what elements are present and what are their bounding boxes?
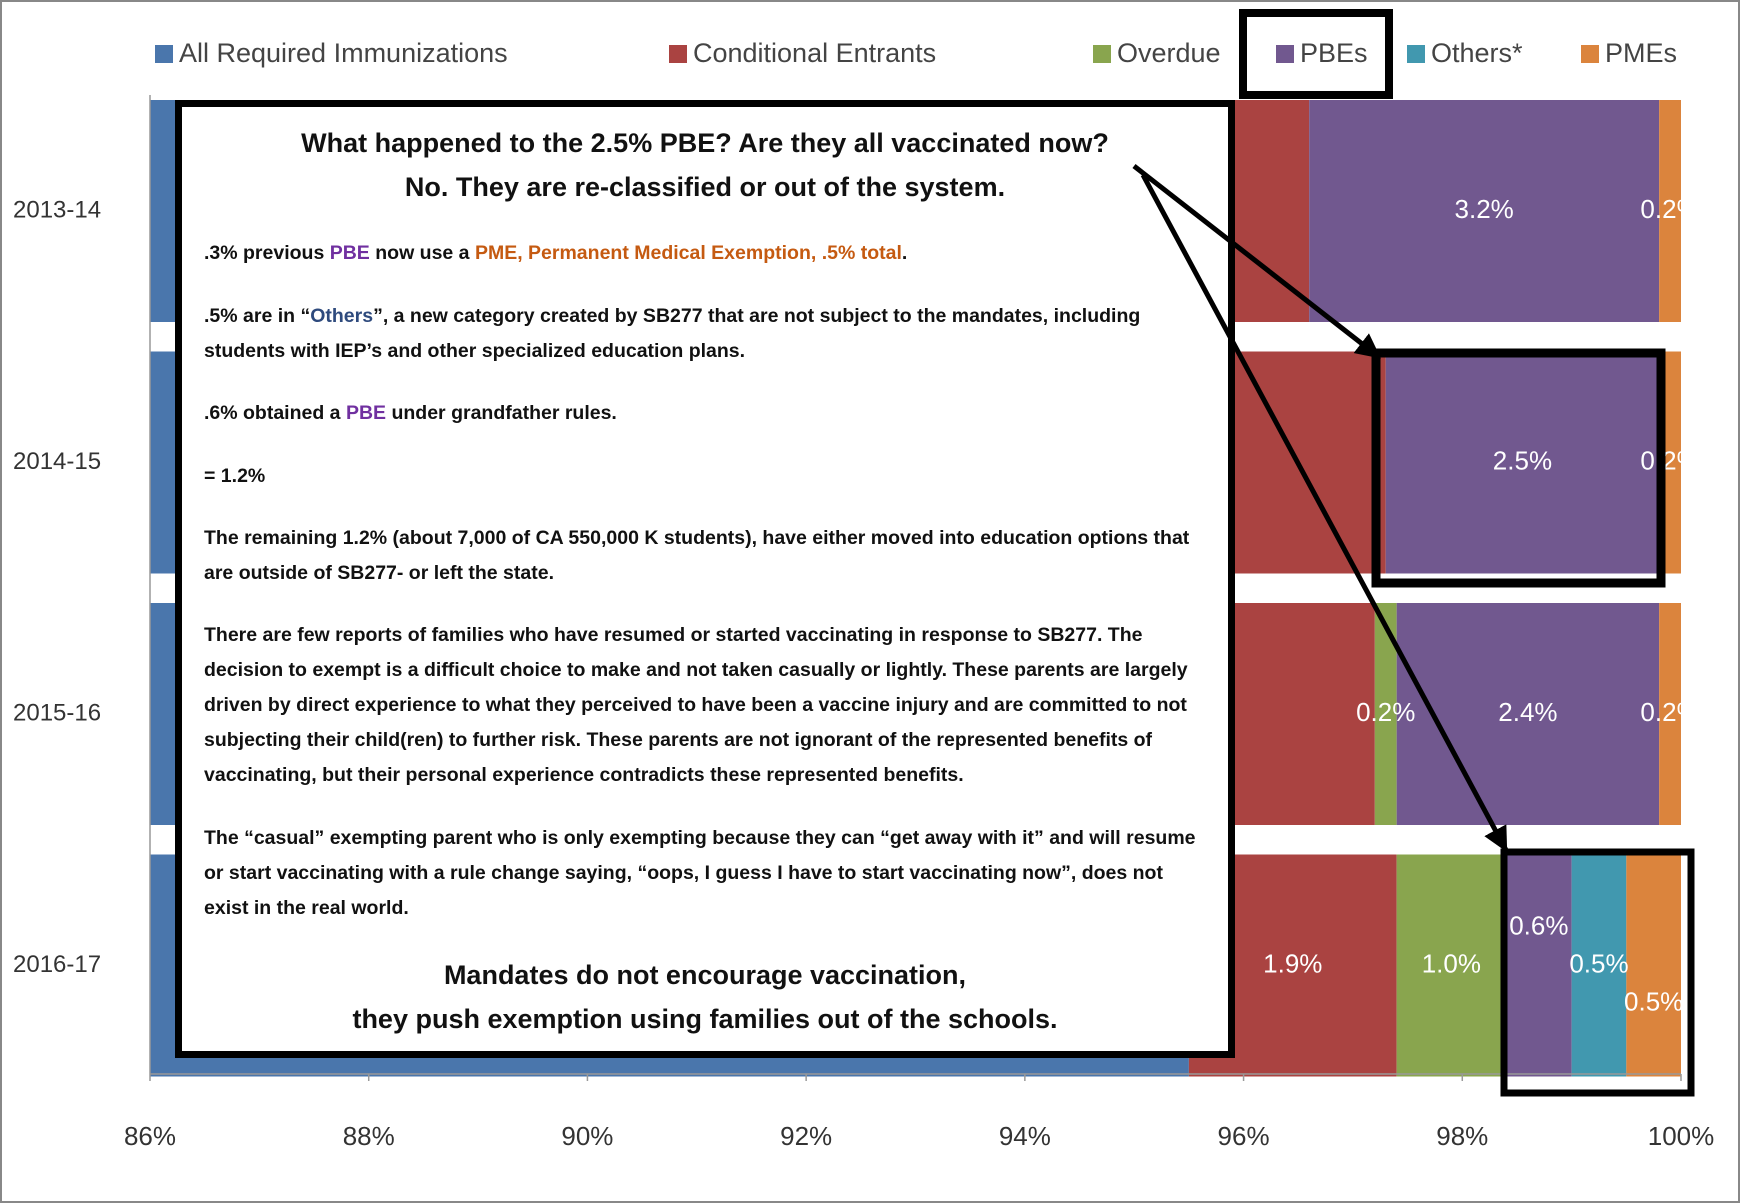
y-tick-label: 2015-16 [13,699,101,726]
x-tick-label: 86% [124,1121,176,1151]
y-tick-label: 2016-17 [13,951,101,978]
annotation-paragraph: There are few reports of families who ha… [204,618,1206,793]
heading-line: What happened to the 2.5% PBE? Are they … [301,128,1109,158]
annotation-paragraph: .6% obtained a PBE under grandfather rul… [204,396,1206,431]
legend-label: Overdue [1117,38,1221,68]
data-label: 2.5% [1493,445,1552,475]
data-label: 0.2% [1640,697,1699,727]
annotation-text: ”, a new category created by SB277 that … [204,304,1141,362]
annotation-text: . [901,242,908,265]
annotation-text: PBE [329,242,370,265]
legend-label: Others* [1431,38,1523,68]
data-label: 0.5% [1624,986,1683,1016]
legend-swatch [1093,45,1111,63]
annotation-paragraph: = 1.2% [204,459,1206,494]
bar-segment [1659,603,1681,825]
x-tick-label: 96% [1218,1121,1270,1151]
y-tick-label: 2013-14 [13,196,101,223]
data-label: 0.2% [1640,194,1699,224]
data-label: 2.4% [1498,697,1557,727]
x-tick-label: 98% [1436,1121,1488,1151]
bar-segment [1506,854,1572,1077]
annotation-text: PME, Permanent Medical Exemption, .5% to… [474,242,902,265]
heading-line: No. They are re-classified or out of the… [404,172,1006,202]
annotation-text: now use a [369,242,475,265]
data-label: 0.6% [1509,910,1568,940]
annotation-paragraph: The “casual” exempting parent who is onl… [204,821,1206,926]
legend-label: All Required Immunizations [179,38,508,68]
annotation-paragraph: The remaining 1.2% (about 7,000 of CA 55… [204,521,1206,591]
bar-segment [1396,854,1507,1077]
conclusion-line: they push exemption using families out o… [352,1004,1058,1034]
legend-label: Conditional Entrants [693,38,936,68]
annotation-text: .6% obtained a [204,402,346,425]
x-tick-label: 100% [1648,1121,1715,1151]
annotation-text: There are few reports of families who ha… [204,624,1188,787]
annotation-box: What happened to the 2.5% PBE? Are they … [175,100,1235,1058]
legend-swatch [1276,45,1294,63]
annotation-text: under grandfather rules. [386,402,617,425]
annotation-conclusion: Mandates do not encourage vaccination, th… [204,953,1206,1041]
legend-swatch [1407,45,1425,63]
annotation-text: .5% are in “ [204,304,311,327]
legend-swatch [155,45,173,63]
bar-segment [1626,854,1681,1077]
annotation-text: The “casual” exempting parent who is onl… [204,826,1196,919]
legend-swatch [1581,45,1599,63]
data-label: 0.2% [1356,697,1415,727]
bar-segment [1659,100,1681,322]
annotation-heading: What happened to the 2.5% PBE? Are they … [204,121,1206,209]
conclusion-line: Mandates do not encourage vaccination, [443,960,967,990]
annotation-text: .3% previous [204,242,330,265]
data-label: 1.0% [1422,948,1481,978]
data-label: 0.5% [1569,948,1628,978]
legend-label: PMEs [1605,38,1677,68]
x-tick-label: 94% [999,1121,1051,1151]
x-tick-label: 88% [343,1121,395,1151]
x-tick-label: 90% [561,1121,613,1151]
annotation-text: The remaining 1.2% (about 7,000 of CA 55… [204,526,1190,584]
annotation-text: = 1.2% [204,464,266,487]
annotation-text: Others [310,304,374,327]
annotation-text: PBE [345,402,387,425]
annotation-paragraph: .5% are in “Others”, a new category crea… [204,299,1206,369]
data-label: 0.2% [1640,445,1699,475]
x-tick-label: 92% [780,1121,832,1151]
legend-label: PBEs [1300,38,1368,68]
data-label: 1.9% [1263,948,1322,978]
annotation-paragraph: .3% previous PBE now use a PME, Permanen… [204,236,1206,271]
data-label: 3.2% [1455,194,1514,224]
y-tick-label: 2014-15 [13,448,101,475]
legend-swatch [669,45,687,63]
